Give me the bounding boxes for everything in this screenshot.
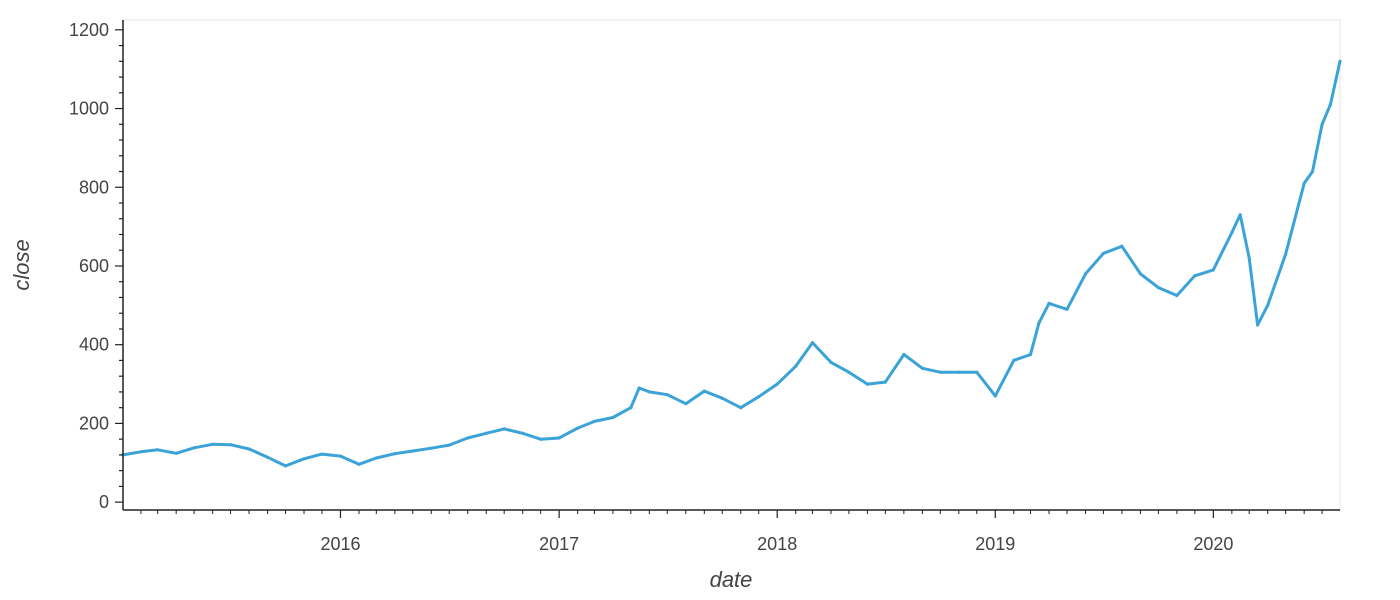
data-point xyxy=(302,457,306,461)
y-tick-label: 800 xyxy=(79,177,109,197)
data-point xyxy=(1138,272,1143,276)
data-point xyxy=(739,406,743,410)
y-tick-label: 1200 xyxy=(69,20,109,40)
data-point xyxy=(702,389,706,393)
data-point xyxy=(539,437,543,441)
data-point xyxy=(975,370,979,374)
data-point xyxy=(1120,244,1124,248)
plot-frame xyxy=(122,19,1341,511)
data-point xyxy=(1211,268,1215,272)
data-point xyxy=(1028,352,1033,357)
data-point xyxy=(775,382,779,386)
data-point xyxy=(592,419,597,423)
data-point xyxy=(938,370,942,374)
series-line xyxy=(121,59,1342,468)
data-point xyxy=(865,382,870,386)
data-point xyxy=(1328,103,1332,107)
data-point xyxy=(629,406,633,410)
data-point xyxy=(1284,252,1288,256)
data-point xyxy=(283,464,288,468)
data-point xyxy=(794,364,798,368)
y-tick-label: 200 xyxy=(79,413,109,433)
data-point xyxy=(829,360,833,364)
data-point xyxy=(757,395,761,399)
data-point xyxy=(429,446,433,450)
data-point xyxy=(993,394,997,398)
data-point xyxy=(720,396,724,400)
data-point xyxy=(1047,301,1051,305)
data-point xyxy=(393,452,397,456)
x-tick-label: 2016 xyxy=(320,534,360,554)
x-tick-label: 2018 xyxy=(757,534,797,554)
x-tick-label: 2020 xyxy=(1193,534,1233,554)
x-tick-label: 2017 xyxy=(539,534,579,554)
data-point xyxy=(1247,256,1251,260)
data-point xyxy=(1101,251,1105,255)
x-tick-label: 2019 xyxy=(975,534,1015,554)
data-point xyxy=(1256,323,1260,327)
data-point xyxy=(1156,286,1160,290)
data-point xyxy=(447,443,451,447)
data-point xyxy=(1266,303,1270,307)
data-point xyxy=(810,341,815,345)
data-point xyxy=(266,455,270,459)
data-point xyxy=(192,446,196,450)
data-point xyxy=(847,370,851,374)
data-point xyxy=(521,431,525,435)
data-point xyxy=(411,449,415,453)
data-point xyxy=(1175,293,1179,298)
data-point xyxy=(1230,230,1234,235)
data-point xyxy=(1012,358,1016,362)
data-point xyxy=(156,448,160,452)
data-point xyxy=(665,393,669,397)
data-point xyxy=(174,451,178,455)
data-point xyxy=(957,370,961,374)
data-point xyxy=(1238,213,1242,217)
data-point xyxy=(320,452,324,456)
data-point xyxy=(920,366,925,370)
y-tick-label: 0 xyxy=(99,492,109,512)
data-point xyxy=(1310,169,1315,174)
data-point xyxy=(1320,122,1324,126)
marks-layer xyxy=(121,59,1342,468)
data-point xyxy=(357,462,361,466)
data-point xyxy=(374,456,378,460)
data-point xyxy=(502,427,506,431)
data-point xyxy=(338,454,343,458)
y-tick-label: 600 xyxy=(79,256,109,276)
data-point xyxy=(484,431,488,435)
data-point xyxy=(1037,321,1041,325)
x-axis-title: date xyxy=(710,567,753,592)
data-point xyxy=(228,443,233,447)
data-point xyxy=(637,386,641,390)
data-point xyxy=(1083,272,1088,276)
data-point xyxy=(883,380,887,384)
y-tick-label: 1000 xyxy=(69,99,109,119)
data-point xyxy=(611,415,615,420)
data-point xyxy=(247,447,251,451)
data-point xyxy=(647,390,652,394)
data-point xyxy=(211,442,215,446)
y-tick-label: 400 xyxy=(79,335,109,355)
data-point xyxy=(1065,307,1069,311)
data-point xyxy=(684,402,688,406)
data-point xyxy=(139,450,143,454)
data-point xyxy=(576,426,580,430)
data-point xyxy=(902,352,906,357)
axes-layer: 0 200 400 600 800 1000 1200 2016 2017 2018 2019 202… xyxy=(69,20,1340,554)
data-point xyxy=(557,436,561,440)
data-point xyxy=(1302,181,1306,185)
data-point xyxy=(466,436,470,440)
y-axis-title: close xyxy=(9,239,34,290)
data-point xyxy=(1193,274,1197,278)
data-point xyxy=(1338,59,1342,63)
